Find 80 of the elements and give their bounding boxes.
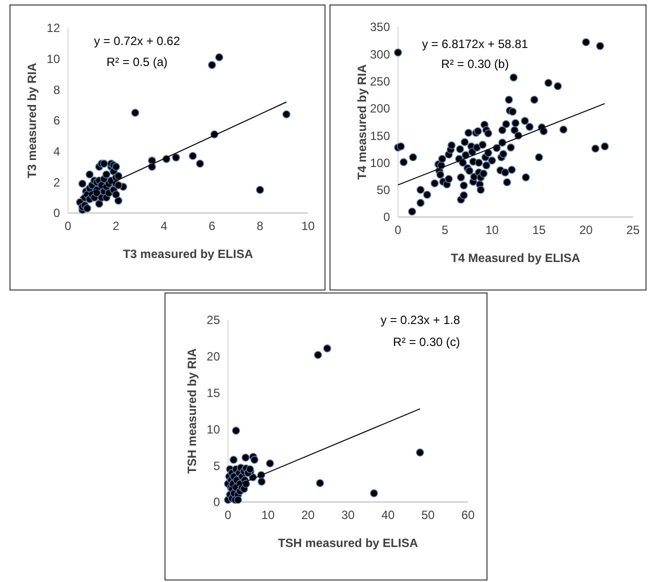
point (316, 479, 324, 488)
annotation: y = 6.8172x + 58.81 (422, 37, 528, 51)
x-tick-label: 5 (442, 223, 449, 237)
y-tick-label: 0 (53, 206, 60, 220)
y-tick-label: 250 (370, 74, 390, 88)
point (323, 344, 332, 352)
annotation: y = 0.23x + 1.8 (380, 313, 460, 327)
point (208, 61, 216, 69)
y-tick-label: 5 (213, 458, 220, 473)
x-axis-title: TSH measured by ELISA (278, 536, 418, 550)
y-tick-label: 6 (53, 114, 60, 128)
y-tick-label: 150 (370, 128, 390, 143)
point (100, 160, 108, 168)
x-tick-label: 4 (160, 219, 168, 233)
x-tick-label: 0 (64, 219, 72, 233)
x-axis-title: T3 measured by ELISA (122, 247, 254, 261)
point (102, 170, 110, 178)
y-tick-label: 100 (370, 156, 390, 170)
point (234, 496, 242, 504)
x-tick-label: 40 (381, 508, 395, 522)
y-tick-label: 10 (46, 52, 60, 66)
x-tick-label: 60 (461, 508, 475, 522)
x-tick-label: 10 (485, 223, 499, 237)
x-tick-label: 0 (394, 223, 402, 237)
y-tick-label: 20 (206, 350, 220, 364)
point (232, 426, 240, 435)
point (314, 350, 322, 359)
x-tick-label: 15 (532, 223, 546, 237)
point (282, 110, 290, 118)
y-tick-label: 15 (206, 386, 220, 400)
point (370, 489, 378, 498)
point (114, 196, 122, 205)
point (114, 172, 122, 180)
x-tick-label: 20 (301, 508, 315, 522)
x-tick-label: 25 (626, 223, 640, 237)
point (215, 53, 224, 62)
point (78, 180, 86, 188)
y-axis-title: T4 measured by RIA (355, 64, 369, 180)
x-tick-label: 2 (112, 219, 120, 233)
annotation: R² = 0.5 (a) (106, 55, 168, 69)
y-tick-label: 10 (206, 422, 220, 436)
y-tick-label: 25 (206, 313, 220, 328)
point (196, 160, 204, 168)
point (112, 162, 120, 171)
point (258, 478, 266, 486)
y-tick-label: 12 (46, 21, 60, 36)
y-tick-label: 4 (53, 144, 60, 159)
point (256, 186, 264, 194)
x-tick-label: 0 (224, 508, 232, 522)
x-tick-label: 50 (421, 508, 435, 522)
x-axis-title: T4 Measured by ELISA (450, 251, 581, 265)
point (266, 459, 274, 468)
point (83, 204, 92, 212)
x-tick-label: 30 (341, 508, 355, 522)
y-tick-label: 350 (370, 20, 390, 34)
x-tick-label: 8 (256, 219, 264, 233)
point (416, 448, 424, 456)
point (230, 456, 238, 464)
annotation: R² = 0.30 (c) (392, 335, 460, 349)
x-tick-label: 10 (301, 219, 315, 233)
y-tick-label: 0 (213, 495, 220, 510)
y-axis-title: TSH measured by RIA (185, 348, 199, 474)
y-tick-label: 8 (53, 82, 60, 97)
point (114, 181, 122, 190)
point (86, 170, 94, 178)
point (250, 456, 258, 464)
x-tick-label: 10 (261, 508, 275, 522)
y-tick-label: 50 (376, 183, 390, 198)
point (172, 154, 180, 162)
y-tick-label: 2 (53, 175, 60, 190)
point (131, 108, 140, 117)
point (188, 152, 197, 160)
point (242, 454, 250, 462)
y-tick-label: 300 (370, 47, 390, 62)
annotation: y = 0.72x + 0.62 (94, 34, 180, 48)
annotation: R² = 0.30 (b) (441, 57, 509, 71)
y-axis-title: T3 measured by RIA (25, 62, 39, 178)
point (112, 190, 120, 198)
x-tick-label: 20 (579, 223, 593, 237)
y-tick-label: 200 (370, 102, 390, 116)
